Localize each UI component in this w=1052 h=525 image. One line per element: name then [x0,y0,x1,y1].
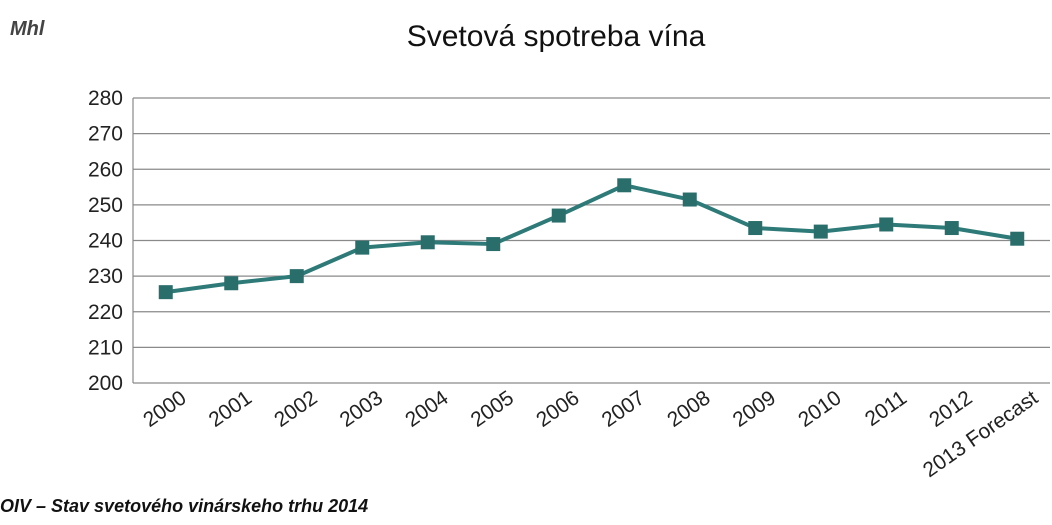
data-point-marker [486,237,501,252]
data-point-marker [355,240,370,255]
y-tick-label: 210 [88,336,123,359]
x-tick-label: 2009 [729,386,780,432]
y-axis-ticks: 200 210 220 230 240 250 260 270 280 [88,87,123,395]
x-tick-label: 2010 [794,386,845,432]
x-tick-label: 2013 Forecast [919,386,1042,482]
y-tick-label: 200 [88,372,123,395]
x-tick-label: 2004 [401,386,453,432]
data-point-marker [420,235,435,250]
y-tick-label: 240 [88,230,123,253]
data-point-marker [224,276,239,291]
source-note: OIV – Stav svetového vinárskeho trhu 201… [0,496,369,516]
y-tick-label: 280 [88,87,123,110]
chart-title: Svetová spotreba vína [406,20,706,53]
y-tick-label: 250 [88,194,123,217]
data-point-marker [158,285,173,300]
data-point-marker [813,224,828,239]
x-axis-ticks: 2000 2001 2002 2003 2004 2005 2006 2007 2008 2009… [139,386,1042,482]
x-tick-label: 2003 [336,386,387,432]
x-tick-label: 2008 [663,386,714,432]
unit-label: Mhl [10,18,45,40]
x-tick-label: 2012 [925,386,976,432]
gridlines [132,97,1050,384]
data-point-marker [879,217,894,232]
series-line [158,178,1025,300]
x-tick-label: 2001 [205,386,256,432]
data-point-marker [944,221,959,236]
x-tick-label: 2007 [598,386,649,432]
x-tick-label: 2006 [532,386,583,432]
data-point-marker [551,208,566,223]
data-point-marker [1010,231,1025,246]
y-tick-label: 270 [88,123,123,146]
y-tick-label: 230 [88,265,123,288]
data-point-marker [617,178,632,193]
x-tick-label: 2002 [270,386,321,432]
data-point-marker [682,192,697,207]
y-tick-label: 220 [88,301,123,324]
y-tick-label: 260 [88,158,123,181]
data-point-marker [748,221,763,236]
series-polyline [165,183,1018,295]
data-point-marker [289,269,304,284]
x-tick-label: 2000 [139,386,190,432]
x-tick-label: 2011 [861,386,911,431]
x-tick-label: 2005 [467,386,518,432]
